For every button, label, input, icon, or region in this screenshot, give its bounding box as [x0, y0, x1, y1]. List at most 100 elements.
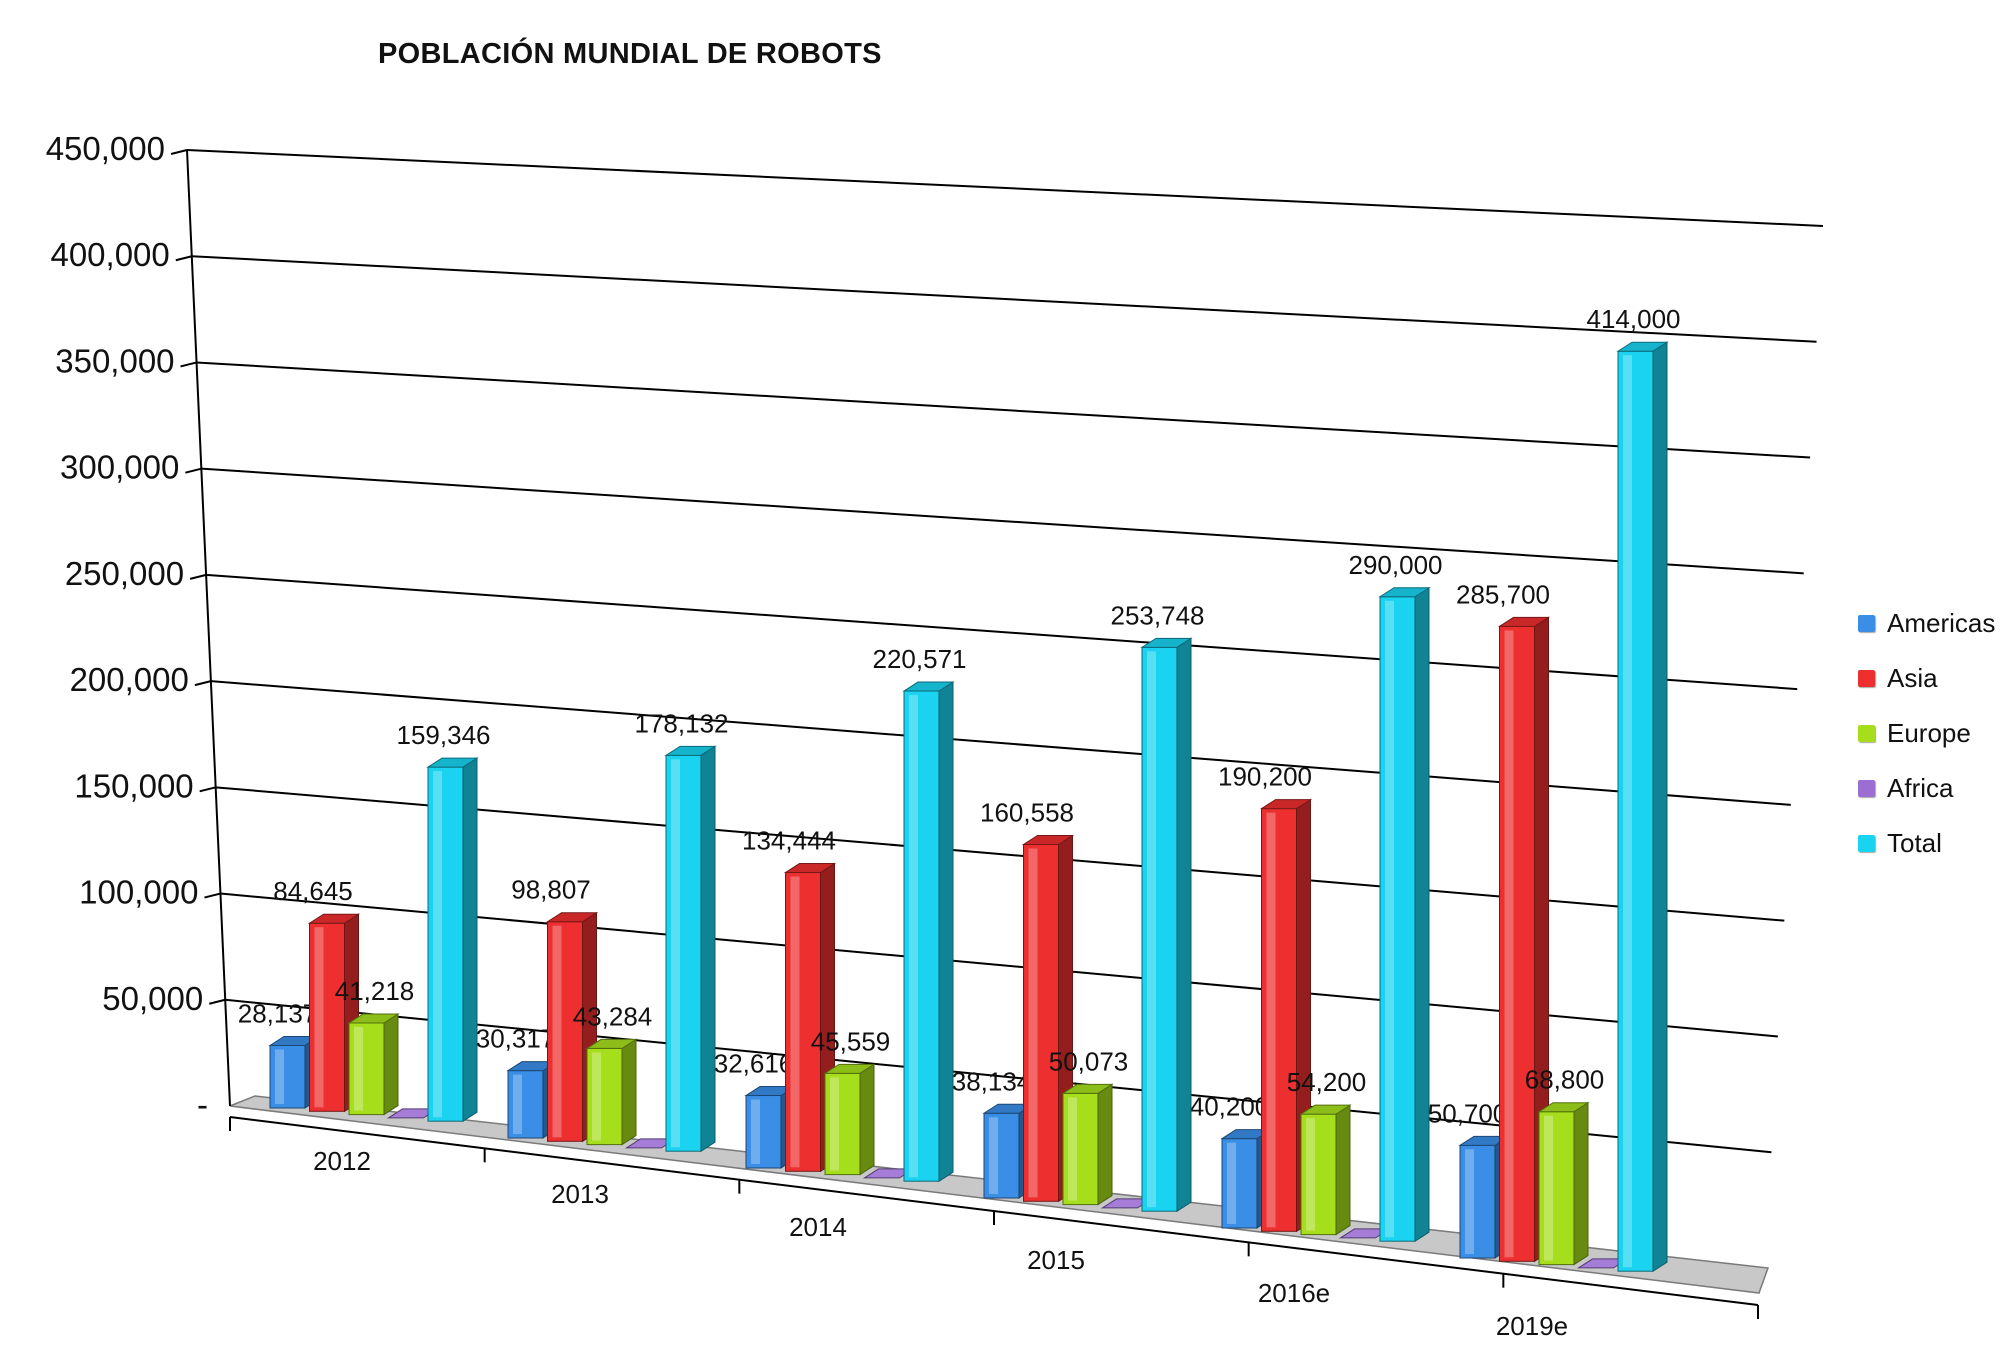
bar-side-face: [462, 757, 478, 1123]
bar-highlight: [751, 1099, 760, 1164]
bar-highlight: [1147, 651, 1156, 1208]
bar-highlight: [1544, 1115, 1553, 1261]
bar-europe-2016e: [1299, 1104, 1352, 1236]
data-label: 68,800: [1525, 1065, 1605, 1095]
legend-label: Asia: [1887, 663, 1938, 693]
data-label: 54,200: [1287, 1067, 1367, 1097]
data-label: 414,000: [1587, 304, 1681, 334]
data-label: 45,559: [811, 1026, 891, 1056]
bar-highlight: [830, 1077, 839, 1171]
data-label: 84,645: [273, 876, 353, 906]
legend-label: Total: [1887, 828, 1942, 858]
bar-highlight: [433, 771, 442, 1118]
bar-top-face: [545, 912, 599, 923]
data-label: 28,137: [238, 998, 318, 1028]
bar-top-face: [1378, 587, 1431, 598]
bar-highlight: [513, 1074, 522, 1134]
bar-front-face: [1617, 350, 1654, 1272]
y-tick-label: 100,000: [79, 874, 198, 911]
y-tick-label: 450,000: [46, 130, 165, 167]
bar-total-2013: [664, 745, 717, 1153]
data-label: 43,284: [573, 1001, 653, 1031]
bar-highlight: [1306, 1118, 1315, 1231]
bar-asia-2019e: [1497, 616, 1551, 1263]
gridline: [206, 573, 1798, 691]
bar-side-face: [1414, 586, 1430, 1243]
legend-swatch: [1858, 835, 1875, 852]
bar-front-face: [1459, 1144, 1496, 1259]
bar-total-2015: [1140, 637, 1193, 1213]
bar-americas-2014: [744, 1085, 797, 1169]
legend-item: Asia: [1858, 651, 1995, 706]
data-label: 290,000: [1349, 550, 1443, 580]
y-tick-label: 50,000: [102, 980, 203, 1017]
legend-label: Africa: [1887, 773, 1954, 803]
y-tick-mark: [204, 892, 221, 899]
bar-top-face: [783, 863, 837, 874]
chart-legend: Americas Asia Europe Africa Total: [1858, 596, 1995, 871]
bar-highlight: [275, 1049, 284, 1104]
data-label: 178,132: [635, 708, 729, 738]
x-tick-label: 2015: [1027, 1245, 1085, 1275]
bar-top-face: [1061, 1083, 1114, 1094]
legend-item: Africa: [1858, 761, 1995, 816]
data-label: 134,444: [742, 826, 836, 856]
data-label: 160,558: [980, 798, 1074, 828]
bar-highlight: [1465, 1149, 1474, 1254]
data-label: 41,218: [335, 976, 415, 1006]
legend-label: Europe: [1887, 718, 1971, 748]
bar-side-face: [1176, 637, 1192, 1213]
bar-highlight: [1227, 1142, 1236, 1224]
gridline: [186, 149, 1824, 227]
bar-side-face: [383, 1013, 399, 1116]
legend-swatch: [1858, 670, 1875, 687]
y-tick-mark: [175, 255, 193, 262]
bar-side-face: [1335, 1104, 1351, 1236]
x-tick-label: 2013: [551, 1179, 609, 1209]
bar-front-face: [1261, 808, 1297, 1232]
y-tick-label: 350,000: [55, 342, 174, 379]
data-label: 50,073: [1049, 1046, 1129, 1076]
bar-front-face: [547, 921, 583, 1142]
legend-swatch: [1858, 615, 1875, 632]
bar-europe-2015: [1061, 1083, 1114, 1206]
y-tick-label: 150,000: [74, 767, 193, 804]
data-label: 285,700: [1456, 579, 1550, 609]
bar-asia-2015: [1021, 834, 1075, 1203]
y-tick-mark: [170, 149, 188, 155]
bar-front-face: [1141, 646, 1178, 1212]
bar-top-face: [1299, 1104, 1352, 1115]
bar-side-face: [700, 745, 716, 1153]
bar-side-face: [1573, 1101, 1589, 1266]
bar-highlight: [592, 1052, 601, 1141]
y-tick-label: 200,000: [70, 661, 189, 698]
bar-side-face: [859, 1063, 875, 1176]
bar-highlight: [552, 925, 562, 1138]
bar-total-2014: [902, 681, 955, 1183]
bar-top-face: [1259, 799, 1313, 810]
bar-highlight: [1028, 848, 1038, 1198]
bar-top-face: [1140, 637, 1193, 648]
data-label: 220,571: [873, 644, 967, 674]
data-label: 159,346: [397, 720, 491, 750]
bar-highlight: [671, 759, 680, 1148]
gridline: [191, 255, 1817, 343]
bar-total-2019e: [1616, 341, 1669, 1273]
bar-highlight: [909, 695, 918, 1178]
bar-side-face: [621, 1038, 637, 1146]
bar-front-face: [1499, 625, 1535, 1262]
bar-side-face: [938, 681, 954, 1183]
y-tick-mark: [199, 786, 216, 793]
data-label: 190,200: [1218, 762, 1312, 792]
bar-highlight: [314, 927, 324, 1108]
bar-top-face: [426, 757, 479, 768]
gridline: [201, 467, 1804, 575]
data-label: 50,700: [1428, 1098, 1508, 1128]
bar-total-2012: [426, 757, 479, 1123]
bar-top-face: [1021, 835, 1075, 846]
y-tick-mark: [208, 998, 226, 1005]
chart-title: POBLACIÓN MUNDIAL DE ROBOTS: [378, 38, 882, 70]
y-tick-mark: [194, 680, 212, 687]
y-tick-label: -: [197, 1086, 208, 1123]
